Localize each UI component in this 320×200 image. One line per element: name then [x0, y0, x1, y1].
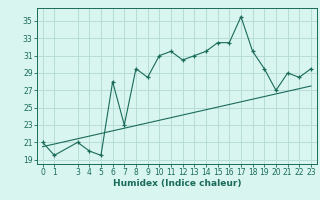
X-axis label: Humidex (Indice chaleur): Humidex (Indice chaleur) [113, 179, 241, 188]
